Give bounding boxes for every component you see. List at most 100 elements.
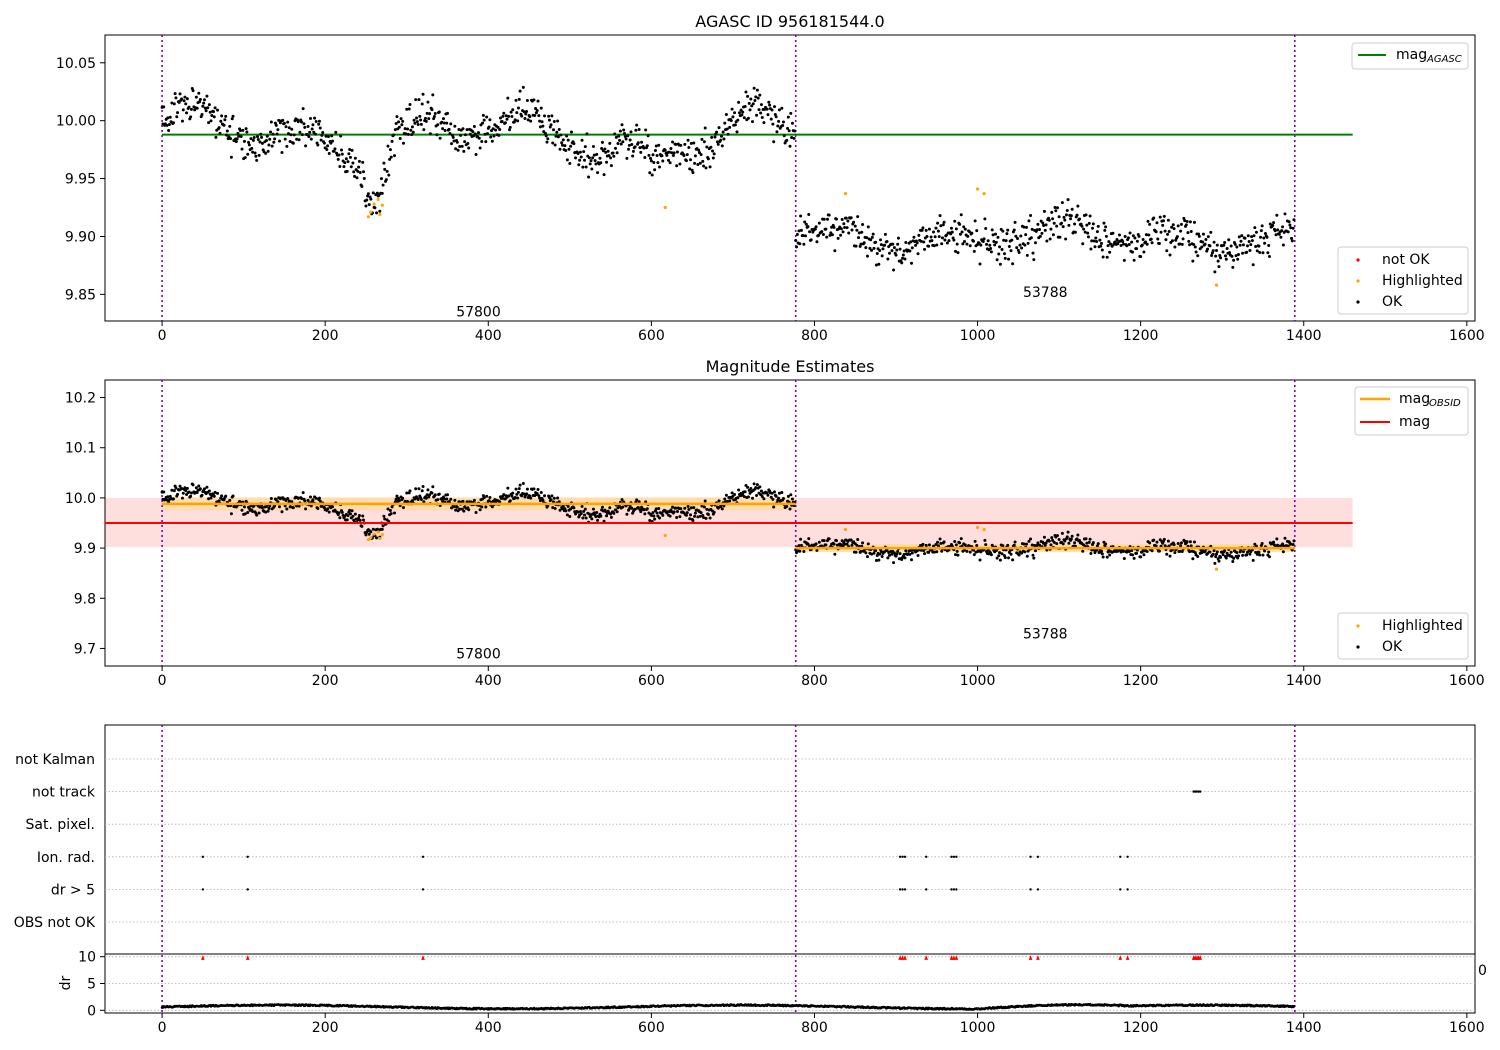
ok-point xyxy=(1188,540,1192,544)
ok-point xyxy=(338,516,342,520)
ok-point xyxy=(330,134,334,138)
ok-point xyxy=(972,553,976,557)
ok-point xyxy=(1002,238,1006,242)
ok-point xyxy=(1192,220,1196,224)
ok-point xyxy=(476,131,480,135)
ok-point xyxy=(841,230,845,234)
ok-point xyxy=(271,132,275,136)
ok-point xyxy=(742,495,746,499)
ok-point xyxy=(892,561,896,565)
ok-point xyxy=(595,152,599,156)
ok-point xyxy=(1245,553,1249,557)
ok-point xyxy=(357,516,361,520)
ok-point xyxy=(213,490,217,494)
ok-point xyxy=(724,112,728,116)
ok-point xyxy=(915,241,919,245)
ok-point xyxy=(300,120,304,124)
ok-point xyxy=(565,158,569,162)
ok-point xyxy=(942,220,946,224)
ok-point xyxy=(687,508,691,512)
ok-point xyxy=(966,234,970,238)
ok-point xyxy=(919,239,923,243)
ok-point xyxy=(394,121,398,125)
ok-point xyxy=(556,496,560,500)
flag-point xyxy=(1198,790,1202,793)
ok-point xyxy=(272,140,276,144)
ok-point xyxy=(534,106,538,110)
ok-point xyxy=(551,141,555,145)
ok-point xyxy=(418,114,422,118)
ok-point xyxy=(1250,235,1254,239)
flag-point xyxy=(952,855,956,858)
ok-point xyxy=(704,166,708,170)
ok-point xyxy=(1131,234,1135,238)
ok-point xyxy=(1237,253,1241,257)
ok-point xyxy=(959,537,963,541)
ok-point xyxy=(1247,239,1251,243)
ok-point xyxy=(1211,552,1215,556)
ok-point xyxy=(628,138,632,142)
ok-point xyxy=(478,146,482,150)
panel-flags-frame xyxy=(104,724,1476,1014)
ok-point xyxy=(1122,549,1126,553)
ok-point xyxy=(684,159,688,163)
flag-label: not track xyxy=(32,785,96,801)
ok-point xyxy=(1273,229,1277,233)
ok-point xyxy=(620,123,624,127)
ok-point xyxy=(989,250,993,254)
ok-point xyxy=(538,125,542,129)
ok-point xyxy=(1032,556,1036,560)
dr-clipped-marker xyxy=(903,955,907,960)
ok-point xyxy=(185,111,189,115)
ok-point xyxy=(684,513,688,517)
ok-point xyxy=(310,127,314,131)
ok-point xyxy=(1055,224,1059,228)
ok-point xyxy=(348,512,352,516)
ok-point xyxy=(870,248,874,252)
ok-point xyxy=(428,493,432,497)
ok-point xyxy=(869,238,873,242)
ok-point xyxy=(313,132,317,136)
ok-point xyxy=(251,510,255,514)
ok-point xyxy=(786,494,790,498)
ok-point xyxy=(1111,231,1115,235)
highlighted-point xyxy=(982,527,986,532)
ok-point xyxy=(802,242,806,246)
ok-point xyxy=(485,132,489,136)
ok-point xyxy=(194,486,198,490)
ok-point xyxy=(1194,250,1198,254)
ok-point xyxy=(528,115,532,119)
ok-point xyxy=(927,543,931,547)
ok-point xyxy=(1007,556,1011,560)
ok-point xyxy=(1279,235,1283,239)
ok-point xyxy=(717,126,721,130)
ok-point xyxy=(532,487,536,491)
ok-point xyxy=(705,507,709,511)
ok-point xyxy=(596,518,600,522)
x-tick-label: 0 xyxy=(158,1020,167,1036)
ok-point xyxy=(1137,234,1141,238)
ok-point xyxy=(316,506,320,510)
ok-point xyxy=(777,491,781,495)
ok-point xyxy=(1185,540,1189,544)
ok-point xyxy=(827,213,831,217)
ok-point xyxy=(638,146,642,150)
ok-point xyxy=(856,215,860,219)
dr-clipped-marker xyxy=(421,955,425,960)
ok-point xyxy=(665,153,669,157)
ok-point xyxy=(930,239,934,243)
ok-point xyxy=(352,170,356,174)
ok-point xyxy=(900,261,904,265)
ok-point xyxy=(914,243,918,247)
ok-point xyxy=(793,129,797,133)
ok-point xyxy=(808,230,812,234)
ok-point xyxy=(765,491,769,495)
ok-point xyxy=(1255,249,1259,253)
ok-point xyxy=(896,242,900,246)
ok-point xyxy=(358,170,362,174)
ok-point xyxy=(1096,542,1100,546)
ok-point xyxy=(574,156,578,160)
ok-point xyxy=(300,496,304,500)
